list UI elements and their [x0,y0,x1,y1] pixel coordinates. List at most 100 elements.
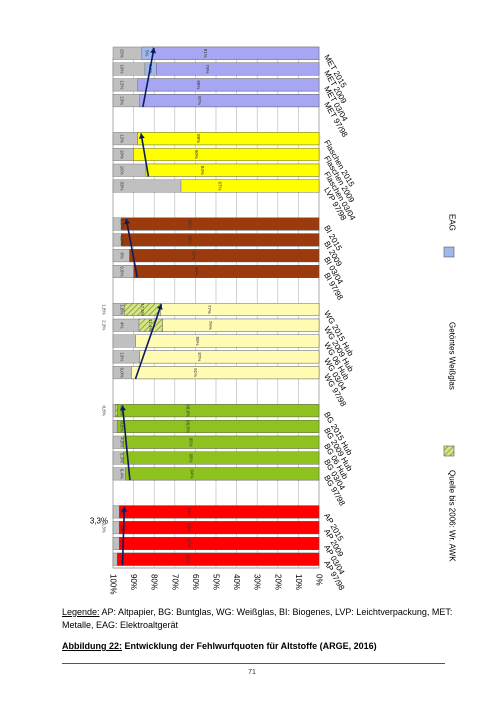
main-value-label: 87% [197,96,202,105]
axis-tick-label: 70% [170,574,179,590]
remainder-value-label: 12% [120,134,125,143]
bar-main [137,78,320,92]
bar-main [125,467,320,481]
trend-arrow-head [156,304,163,310]
main-value-label: 96% [188,235,193,244]
bar-main [121,217,320,231]
trend-arrow-head [138,133,145,139]
remainder-value-label: 0,8% [120,421,125,431]
eag-value-label: 5% [144,50,149,56]
fehlwurf-chart: 98%2%97%3%97%3%97%3%94%6,4%95%5,3%95%4,8… [90,46,457,594]
extra-value-label: 0,8% [102,406,107,416]
extra-value-label: 2,3% [102,320,107,330]
legend-source: Quelle bis 2006: Wr. AWK [448,470,457,562]
trend-arrow-line [140,133,150,177]
remainder-value-label: 3% [120,524,125,531]
remainder-value-label: 13% [120,352,125,361]
main-value-label: 90% [194,267,199,276]
bar-main [116,552,320,566]
main-value-label: 95% [189,438,194,447]
bar-main [118,537,320,550]
trend-arrow-line [134,303,163,380]
trend-arrow-head [150,48,157,54]
trend-arrow-head [121,506,128,512]
bar-main [123,451,320,465]
main-value-label: 76% [208,321,213,330]
bar-main [131,366,320,380]
bar-main [135,334,320,348]
remainder-value-label: 13% [120,96,125,105]
remainder-value-label: 9,8% [120,266,125,276]
axis-tick-label: 80% [150,574,159,590]
tinted-value-label: 17,5% [140,303,145,315]
main-value-label: 84% [200,166,205,175]
legend-entry-tinted: Getöntes Weißglas [448,322,457,390]
remainder-value-label: 16% [120,65,125,74]
remainder-value-label: 12% [120,80,125,89]
main-value-label: 95% [189,454,194,463]
main-value-label: 87% [197,352,202,361]
remainder-value-label: 4% [120,322,125,329]
remainder-value-label: 3,6% [120,219,125,229]
legend-entry-eag: EAG [448,214,457,231]
main-value-label: 98,8% [186,404,191,417]
figure-caption: Abbildung 22: Entwicklung der Fehlwurfqu… [62,641,462,651]
bar-main [121,233,320,247]
trend-arrow-line [121,506,126,566]
bar-main [139,94,320,108]
bar-tinted [138,318,163,332]
bar-main [162,318,320,332]
legend-swatch-eag [443,246,455,258]
extra-value-label: 1,8% [102,304,107,314]
axis-tick-label: 30% [253,574,262,590]
remainder-value-label: 1,8% [120,304,125,314]
remainder-value-label: 8% [120,252,125,259]
main-value-label: 88% [196,80,201,89]
caption-label: Abbildung 22: [62,641,122,651]
bar-main [116,420,320,433]
axis-tick-label: 50% [212,574,221,590]
footer-rule [62,663,445,664]
main-value-label: 96% [188,220,193,229]
bar-tinted [115,404,118,418]
axis-tick-label: 0% [315,574,324,586]
bar-main [139,350,320,364]
remainder-value-label: 9,0% [120,368,125,378]
remainder-value-label: 5,3% [120,453,125,463]
bar-main [118,521,320,535]
axis-tick-label: 90% [129,574,138,590]
main-value-label: 98,8% [186,420,191,433]
trend-arrow-line [142,47,155,108]
legend-swatch-tinted [443,445,455,457]
main-value-label: 91% [193,368,198,377]
tinted-value-label: 11,4% [148,319,153,331]
main-value-label: 94% [190,469,195,478]
bar-main [123,435,320,449]
legend-prefix: Legende: [62,607,100,617]
remainder-value-label: 33% [120,182,125,191]
bar-main [137,132,320,146]
main-value-label: 97% [187,523,192,532]
trend-arrow-line [121,405,131,481]
bar-main [133,147,320,161]
bar-main [133,265,320,278]
bar-main [145,163,320,177]
remainder-value-label: 16% [120,166,125,175]
axis-tick-label: 100% [109,574,118,594]
main-value-label: 89% [195,337,200,346]
axis-tick-label: 20% [273,574,282,590]
trend-arrow-line [125,218,139,278]
main-value-label: 81% [203,49,208,58]
outer-value-label: 3,3% [90,516,108,525]
page-number: 71 [248,669,256,676]
bar-main [160,303,320,316]
extra-value-label: 3,3% [102,523,107,533]
trend-arrow-head [124,218,131,225]
axis-tick-label: 10% [294,574,303,590]
main-value-label: 97% [187,539,192,548]
remainder-value-label: 3% [120,540,125,547]
bar-main [129,249,320,263]
remainder-value-label: 0,8% [120,406,125,416]
main-value-label: 98% [186,555,191,564]
remainder-value-label: 4,8% [120,437,125,447]
